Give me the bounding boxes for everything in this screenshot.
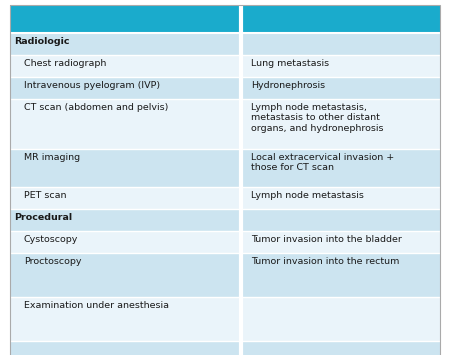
Text: Tumor invasion into the rectum: Tumor invasion into the rectum [251,257,400,266]
Bar [243,55,440,77]
Bar [10,231,240,253]
Bar [10,297,240,341]
Bar [10,99,240,149]
Bar [243,187,440,209]
Text: Intravenous pyelogram (IVP): Intravenous pyelogram (IVP) [24,81,160,90]
Text: Cystoscopy: Cystoscopy [24,235,78,244]
Bar [10,253,240,297]
Bar [10,341,240,355]
Text: Lymph node metastasis: Lymph node metastasis [251,191,364,200]
Bar [243,297,440,341]
Bar [243,77,440,99]
Bar [243,149,440,187]
Text: MR imaging: MR imaging [24,153,80,162]
Text: Radiologic: Radiologic [14,37,70,46]
Text: CT scan (abdomen and pelvis): CT scan (abdomen and pelvis) [24,103,168,112]
Text: Tumor invasion into the bladder: Tumor invasion into the bladder [251,235,402,244]
Bar [243,5,440,33]
Bar [10,33,240,55]
Text: Lung metastasis: Lung metastasis [251,59,329,68]
Text: Lymph node metastasis,
metastasis to other distant
organs, and hydronephrosis: Lymph node metastasis, metastasis to oth… [251,103,383,133]
Bar [10,77,240,99]
Bar [243,253,440,297]
Bar [10,149,240,187]
Bar [10,209,240,231]
Bar [243,99,440,149]
Text: Hydronephrosis: Hydronephrosis [251,81,325,90]
Bar [243,231,440,253]
Text: Chest radiograph: Chest radiograph [24,59,106,68]
Bar [243,33,440,55]
Text: Proctoscopy: Proctoscopy [24,257,82,266]
Bar [243,209,440,231]
Bar [10,5,240,33]
Text: Procedural: Procedural [14,213,72,222]
Text: PET scan: PET scan [24,191,66,200]
Bar [10,187,240,209]
Text: Local extracervical invasion +
those for CT scan: Local extracervical invasion + those for… [251,153,394,173]
Bar [10,55,240,77]
Text: Examination under anesthesia: Examination under anesthesia [24,301,169,310]
Bar [243,341,440,355]
